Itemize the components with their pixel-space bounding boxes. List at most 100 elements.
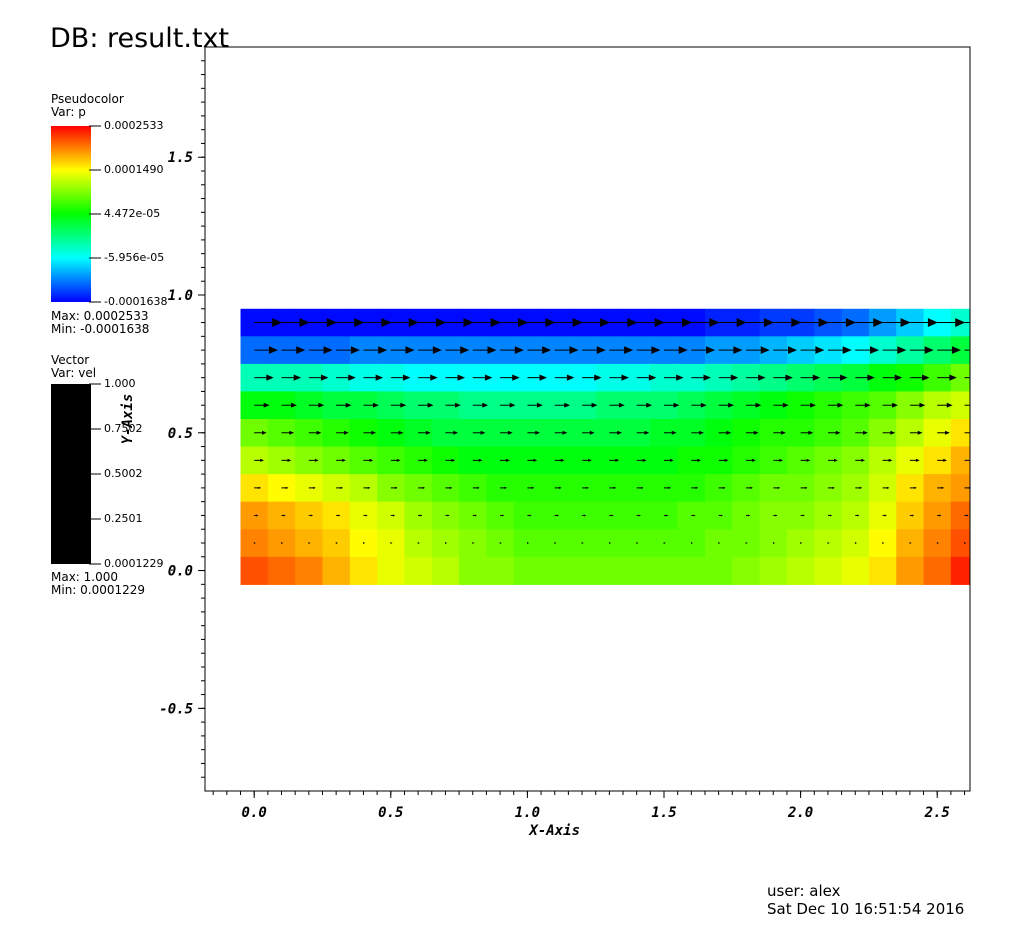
vector-arrow [281,542,284,544]
vector-arrow-head [613,486,617,490]
vector-tick-label: 0.2501 [104,512,143,525]
vector-arrow-head [445,542,448,544]
vector-arrow-head [617,430,622,435]
pseudocolor-legend-title: Pseudocolor [51,92,124,106]
vector-arrow-head [398,430,404,435]
vector-arrow-head [785,374,793,381]
vector-arrow [882,514,887,517]
vector-arrow [664,430,677,435]
vector-arrow-head [260,458,264,462]
vector-arrow-head [542,346,552,354]
field-cell [377,556,406,585]
vector-arrow [882,430,896,435]
vector-arrow [773,374,793,381]
vector-arrow [718,486,726,490]
vector-arrow [308,402,325,408]
vector-arrow-head [840,374,848,381]
vector-arrow [554,542,557,544]
vector-arrow [554,514,559,517]
vector-arrow-head [691,542,694,544]
vector-arrow-head [261,430,267,435]
vector-arrow [554,402,571,408]
vector-arrow [691,346,716,354]
vector-arrow [445,486,453,490]
field-cell [841,556,870,585]
vector-arrow [827,402,844,408]
vector-arrow-head [395,486,398,490]
vector-colorbar [51,384,91,564]
vector-arrow [336,458,346,462]
vector-arrow-head [861,458,866,462]
vector-arrow-head [447,514,450,517]
vector-arrow [254,318,283,328]
vector-arrow [909,374,930,381]
vector-arrow [745,374,766,381]
vector-arrow-head [939,514,942,517]
vector-arrow-head [463,318,474,328]
vector-arrow-head [296,346,306,354]
vector-arrow [554,374,575,381]
vector-arrow-head [718,542,721,544]
vector-arrow [308,458,319,462]
vector-arrow [308,514,314,517]
y-axis-label: Y-Axis [120,394,136,445]
vector-arrow-head [648,374,657,381]
vector-arrow-head [977,375,984,381]
vector-tick-label: 0.0001229 [104,557,164,570]
vector-arrow-head [436,318,447,328]
vector-arrow [691,318,720,328]
vector-arrow [745,346,770,354]
vector-arrow [664,514,669,517]
vector-arrow [800,458,811,462]
vector-arrow-head [609,542,612,544]
vector-arrow-head [745,542,748,544]
vector-arrow [417,542,420,544]
vector-arrow [445,374,466,381]
pseudocolor-tick-label: 4.472e-05 [104,207,161,220]
vector-arrow [336,486,344,490]
vector-arrow-head [381,318,392,328]
x-tick-label: 0.0 [242,805,267,821]
vector-arrow [937,486,945,490]
vector-arrow-head [266,374,274,381]
vector-arrow [500,402,516,408]
vector-arrow [472,542,475,544]
vector-arrow [827,430,841,435]
vector-arrow [827,514,833,517]
field-cell [896,556,925,585]
pseudocolor-colorbar [51,126,91,302]
vector-arrow [609,514,614,517]
vector-arrow-head [615,458,620,462]
vector-arrow-head [666,514,669,517]
vector-arrow-head [299,318,310,328]
vector-arrow [718,374,739,381]
field-cell [950,474,970,503]
field-cell [950,446,970,475]
vector-arrow [964,375,984,381]
vector-arrow [281,346,306,354]
vector-arrow-head [859,486,863,490]
vector-arrow [418,430,431,435]
vector-arrow [937,458,948,462]
vector-arrow-head [365,514,368,517]
footer-user: user: alex [767,882,841,900]
vector-arrow [964,542,967,544]
vector-arrow-head [676,374,684,381]
vector-arrow [281,318,310,328]
vector-arrow [855,346,880,354]
vector-arrow [581,542,584,544]
field-cell [541,556,569,585]
vector-arrow-head [924,346,934,354]
vector-arrow [664,374,684,381]
vector-arrow [800,486,808,490]
vector-arrow-head [750,486,753,490]
vector-arrow [855,402,871,408]
vector-arrow-head [566,374,575,381]
field-cell [295,556,324,585]
vector-arrow [745,486,753,490]
vector-arrow-head [422,486,426,490]
field-cell [623,556,651,585]
vector-arrow [281,458,292,462]
field-cell [322,556,351,585]
vector-arrow [609,542,612,544]
